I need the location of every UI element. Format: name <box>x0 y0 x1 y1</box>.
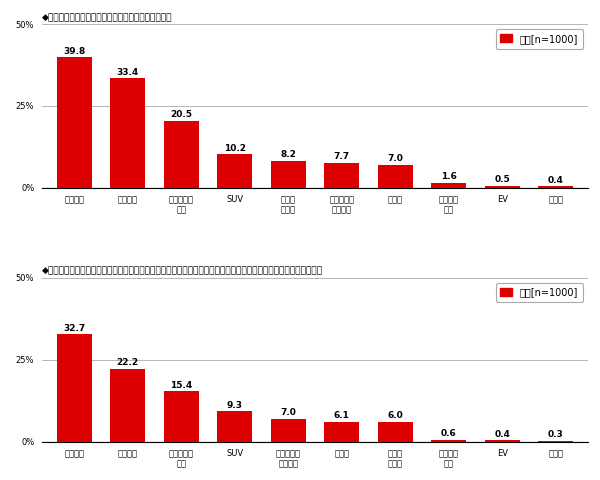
Bar <box>217 155 252 188</box>
Bar <box>325 421 359 442</box>
Bar <box>538 441 573 442</box>
Bar <box>538 186 573 188</box>
Bar <box>431 182 466 188</box>
Text: 6.0: 6.0 <box>388 411 403 420</box>
Bar <box>57 335 92 442</box>
Text: 20.5: 20.5 <box>170 110 192 119</box>
Text: 0.5: 0.5 <box>494 176 510 184</box>
Bar <box>378 422 413 442</box>
Text: 8.2: 8.2 <box>280 150 296 159</box>
Legend: 全体[n=1000]: 全体[n=1000] <box>496 29 583 48</box>
Bar <box>325 163 359 188</box>
Text: 22.2: 22.2 <box>116 358 139 367</box>
Bar <box>378 165 413 188</box>
Text: 0.4: 0.4 <box>494 430 510 439</box>
Text: 6.1: 6.1 <box>334 411 350 420</box>
Bar <box>164 391 199 442</box>
Bar <box>431 440 466 442</box>
Text: 0.4: 0.4 <box>548 176 564 185</box>
Bar <box>110 78 145 188</box>
Text: 33.4: 33.4 <box>116 68 139 77</box>
Text: 32.7: 32.7 <box>63 324 85 333</box>
Bar <box>164 120 199 188</box>
Text: 15.4: 15.4 <box>170 381 193 390</box>
Bar <box>57 58 92 188</box>
Text: 1.6: 1.6 <box>441 172 457 181</box>
Bar <box>271 419 305 442</box>
Text: 10.2: 10.2 <box>224 144 246 153</box>
Text: 7.7: 7.7 <box>334 152 350 161</box>
Legend: 全体[n=1000]: 全体[n=1000] <box>496 283 583 302</box>
Bar <box>485 186 520 188</box>
Text: 0.3: 0.3 <box>548 430 564 439</box>
Bar <box>110 369 145 442</box>
Text: 7.0: 7.0 <box>280 408 296 417</box>
Text: 0.6: 0.6 <box>441 429 457 438</box>
Text: ◆家庭にあるクルマのボディタイプ［複数回答形式］: ◆家庭にあるクルマのボディタイプ［複数回答形式］ <box>42 13 173 22</box>
Bar <box>217 411 252 442</box>
Text: 7.0: 7.0 <box>388 154 403 163</box>
Text: ◆家庭にあるクルマの中で、家族で長距離ドライブに行く際に最もよく使うクルマのボディタイプ［単一回答形式］: ◆家庭にあるクルマの中で、家族で長距離ドライブに行く際に最もよく使うクルマのボデ… <box>42 267 323 276</box>
Text: 39.8: 39.8 <box>63 47 85 56</box>
Text: 9.3: 9.3 <box>227 400 243 409</box>
Bar <box>271 161 305 188</box>
Bar <box>485 440 520 442</box>
